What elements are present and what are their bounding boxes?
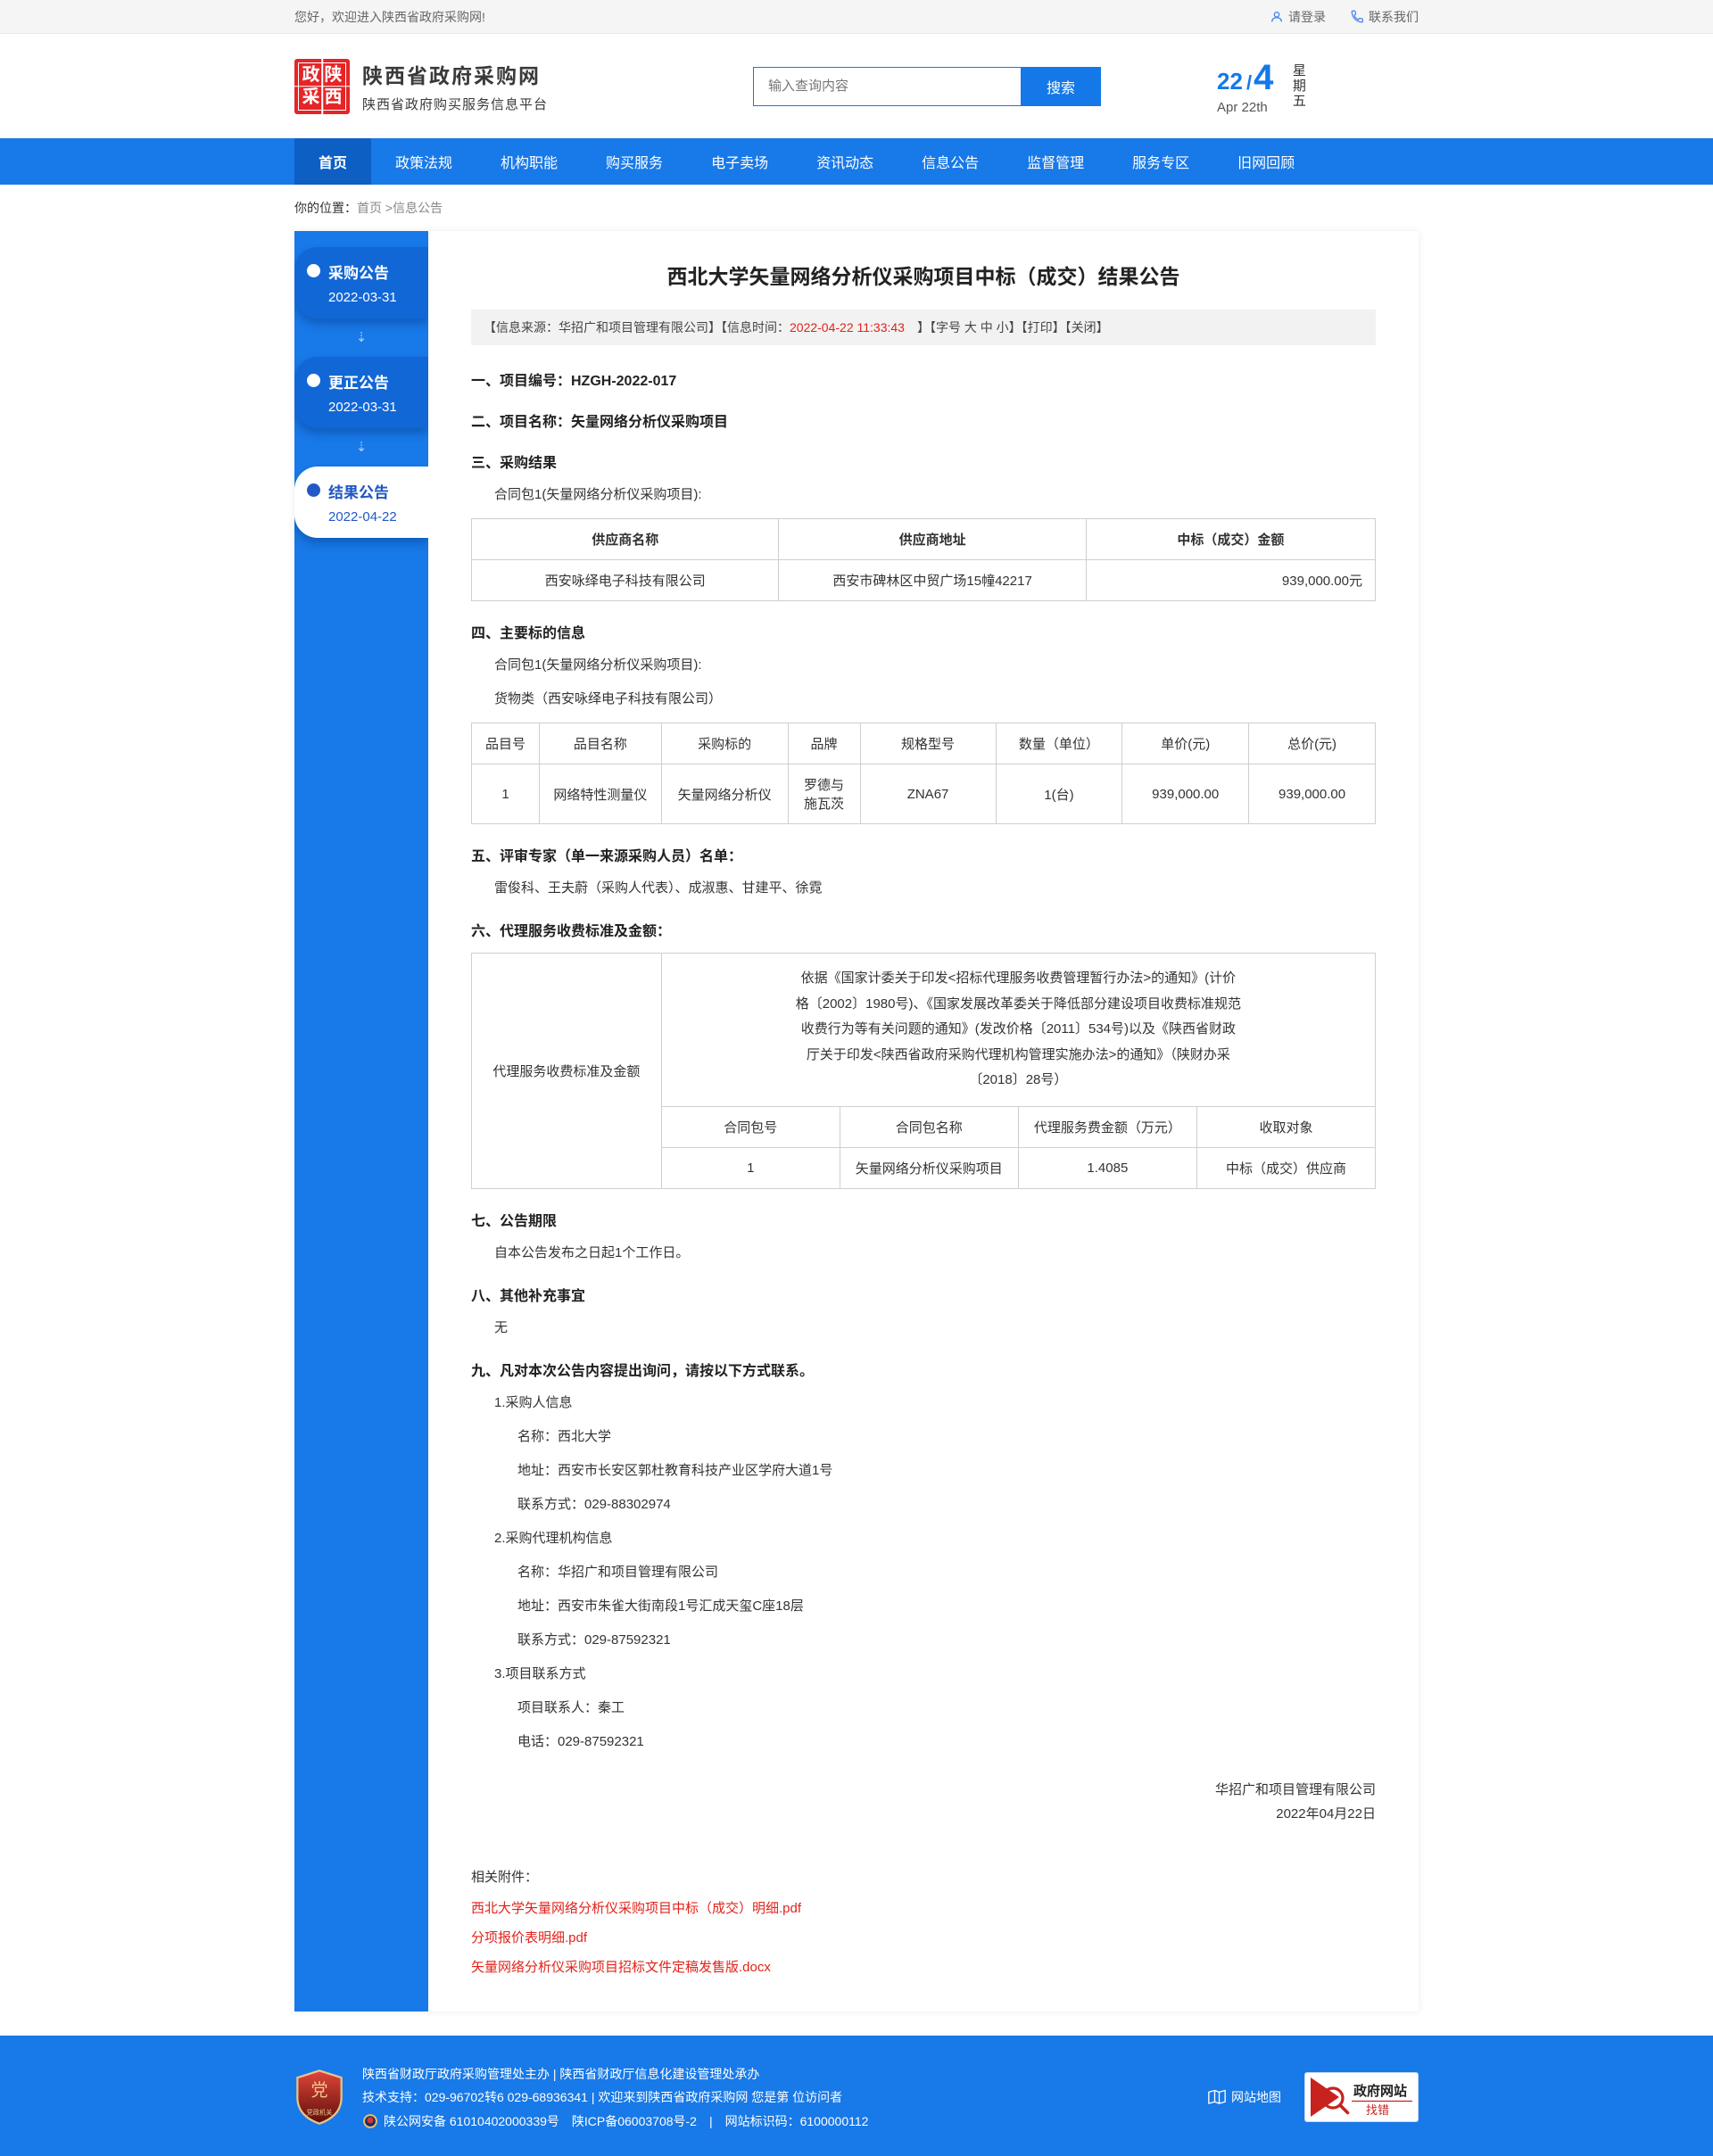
svg-text:政府网站: 政府网站 <box>1353 2083 1407 2099</box>
svg-text:党政机关: 党政机关 <box>306 2109 332 2117</box>
svg-text:找错: 找错 <box>1366 2103 1389 2117</box>
svg-text:党: 党 <box>310 2081 327 2101</box>
